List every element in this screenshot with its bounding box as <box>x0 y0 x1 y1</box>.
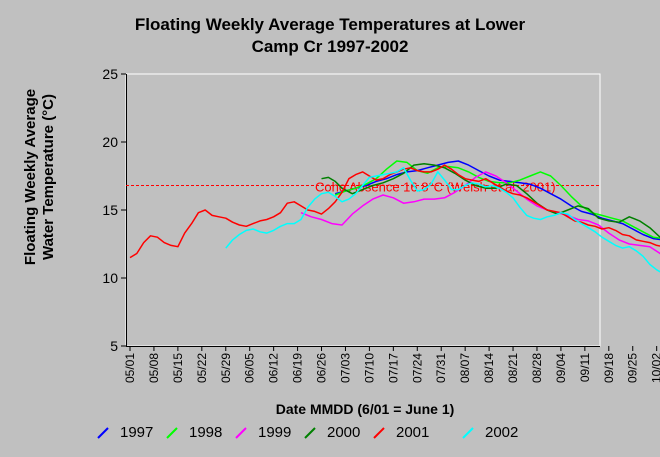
y-axis-label: Floating Weekly Average Water Temperatur… <box>22 88 57 266</box>
chart-svg: 5 10 15 20 25 05/01 05/08 05/15 05/22 05/29 06/05… <box>102 66 660 383</box>
x-tick-label: 08/21 <box>506 353 520 383</box>
y-tick-label: 25 <box>102 66 118 82</box>
x-tick-label: 06/19 <box>291 353 305 383</box>
legend-label-2002: 2002 <box>485 424 519 441</box>
y-tick-label: 20 <box>102 134 118 150</box>
x-tick-label: 06/26 <box>315 353 329 383</box>
legend-label-1999: 1999 <box>258 424 292 441</box>
threshold-label: Coho Absence 16.8°C (Welsh et al. 2001) <box>315 180 556 195</box>
x-tick-label: 08/28 <box>530 353 544 383</box>
plot-area <box>125 73 601 347</box>
legend-swatch-2000 <box>304 427 316 439</box>
x-tick-label: 07/17 <box>386 353 400 383</box>
legend-label-1998: 1998 <box>189 424 223 441</box>
x-tick-label: 09/25 <box>626 353 640 383</box>
x-tick-label: 09/18 <box>602 353 616 383</box>
chart-title: Floating Weekly Average Temperatures at … <box>0 14 660 58</box>
x-tick-label: 08/07 <box>458 353 472 383</box>
x-tick-label: 05/29 <box>219 353 233 383</box>
legend: 1997 1998 1999 2000 2001 2002 <box>96 423 636 443</box>
series-group <box>129 160 660 273</box>
series-line-1999 <box>300 171 660 255</box>
chart-title-line1: Floating Weekly Average Temperatures at … <box>134 15 526 34</box>
series-line-2001 <box>129 164 660 259</box>
x-axis-label: Date MMDD (6/01 = June 1) <box>275 401 455 417</box>
legend-label-2000: 2000 <box>327 424 361 441</box>
y-tick-label: 5 <box>110 338 118 354</box>
x-tick-label: 10/02 <box>650 353 660 383</box>
x-tick-label: 07/10 <box>362 353 376 383</box>
x-tick-label: 05/15 <box>171 353 185 383</box>
series-line-1997 <box>335 160 660 241</box>
series-line-2002 <box>225 167 660 273</box>
series-line-1998 <box>334 160 660 239</box>
x-tick-label: 08/14 <box>482 353 496 383</box>
chart-title-line2: Camp Cr 1997-2002 <box>251 37 409 56</box>
y-axis-label-box: Floating Weekly Average Water Temperatur… <box>22 72 92 282</box>
legend-swatch-1998 <box>166 427 178 439</box>
x-axis: 05/01 05/08 05/15 05/22 05/29 06/05 06/12 06/19… <box>123 346 660 383</box>
x-tick-label: 09/04 <box>554 353 568 383</box>
x-tick-label: 05/01 <box>123 353 137 383</box>
legend-swatch-2002 <box>462 427 474 439</box>
y-tick-label: 10 <box>102 270 118 286</box>
y-tick-label: 15 <box>102 202 118 218</box>
x-tick-label: 07/31 <box>434 353 448 383</box>
x-tick-label: 05/22 <box>195 353 209 383</box>
series-line-2000 <box>321 163 660 239</box>
x-tick-label: 06/05 <box>243 353 257 383</box>
x-tick-label: 07/24 <box>410 353 424 383</box>
legend-label-2001: 2001 <box>396 424 430 441</box>
legend-swatch-1999 <box>235 427 247 439</box>
x-tick-label: 05/08 <box>147 353 161 383</box>
y-axis: 5 10 15 20 25 <box>102 66 126 354</box>
x-tick-label: 09/11 <box>578 353 592 382</box>
legend-swatch-1997 <box>97 427 109 439</box>
legend-label-1997: 1997 <box>120 424 154 441</box>
x-tick-label: 06/12 <box>267 353 281 383</box>
legend-swatch-2001 <box>373 427 385 439</box>
x-tick-label: 07/03 <box>338 353 352 383</box>
